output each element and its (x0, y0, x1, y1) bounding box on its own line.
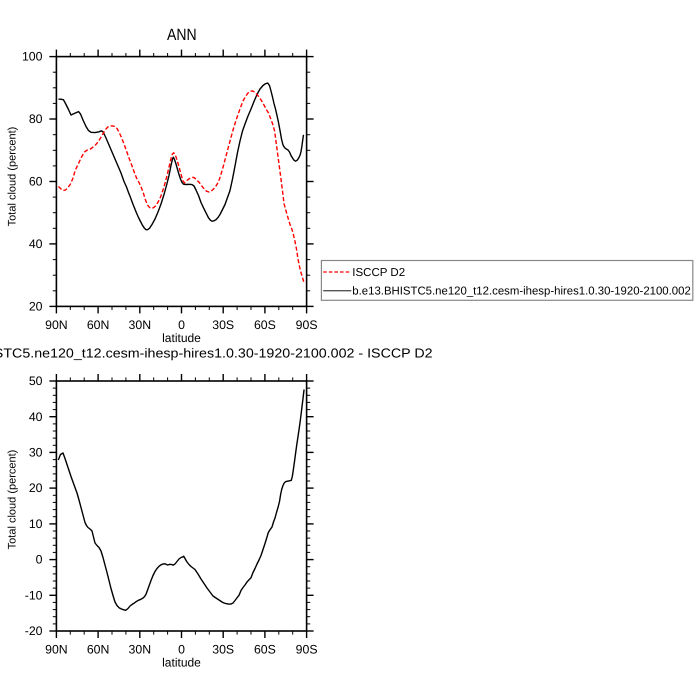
svg-text:30S: 30S (212, 643, 234, 657)
svg-text:ISCCP D2: ISCCP D2 (352, 267, 405, 279)
svg-text:50: 50 (29, 374, 43, 388)
svg-text:100: 100 (22, 50, 43, 64)
svg-text:0: 0 (178, 643, 185, 657)
svg-text:30S: 30S (212, 318, 234, 332)
svg-text:40: 40 (29, 237, 43, 251)
svg-text:60S: 60S (254, 643, 276, 657)
svg-text:Total cloud (percent): Total cloud (percent) (7, 450, 19, 550)
svg-text:60: 60 (29, 175, 43, 189)
svg-text:b.e13.BHISTC5.ne120_t12.cesm-i: b.e13.BHISTC5.ne120_t12.cesm-ihesp-hires… (0, 346, 433, 361)
svg-text:90S: 90S (296, 318, 318, 332)
svg-text:-20: -20 (25, 624, 43, 638)
svg-text:Total cloud (percent): Total cloud (percent) (7, 127, 19, 227)
svg-text:40: 40 (29, 410, 43, 424)
svg-text:ANN: ANN (167, 26, 197, 44)
svg-text:90N: 90N (45, 643, 68, 657)
svg-text:0: 0 (36, 553, 43, 567)
svg-text:60N: 60N (87, 318, 110, 332)
svg-text:80: 80 (29, 112, 43, 126)
svg-text:90N: 90N (45, 318, 68, 332)
svg-text:10: 10 (29, 517, 43, 531)
svg-text:20: 20 (29, 481, 43, 495)
svg-text:30N: 30N (129, 318, 152, 332)
svg-text:latitude: latitude (162, 655, 201, 669)
svg-text:latitude: latitude (162, 331, 201, 345)
svg-text:60N: 60N (87, 643, 110, 657)
svg-text:60S: 60S (254, 318, 276, 332)
svg-text:30: 30 (29, 446, 43, 460)
svg-text:90S: 90S (296, 643, 318, 657)
svg-text:20: 20 (29, 300, 43, 314)
svg-text:0: 0 (178, 318, 185, 332)
svg-text:-10: -10 (25, 588, 43, 602)
svg-text:30N: 30N (129, 643, 152, 657)
svg-text:b.e13.BHISTC5.ne120_t12.cesm-i: b.e13.BHISTC5.ne120_t12.cesm-ihesp-hires… (352, 286, 691, 298)
